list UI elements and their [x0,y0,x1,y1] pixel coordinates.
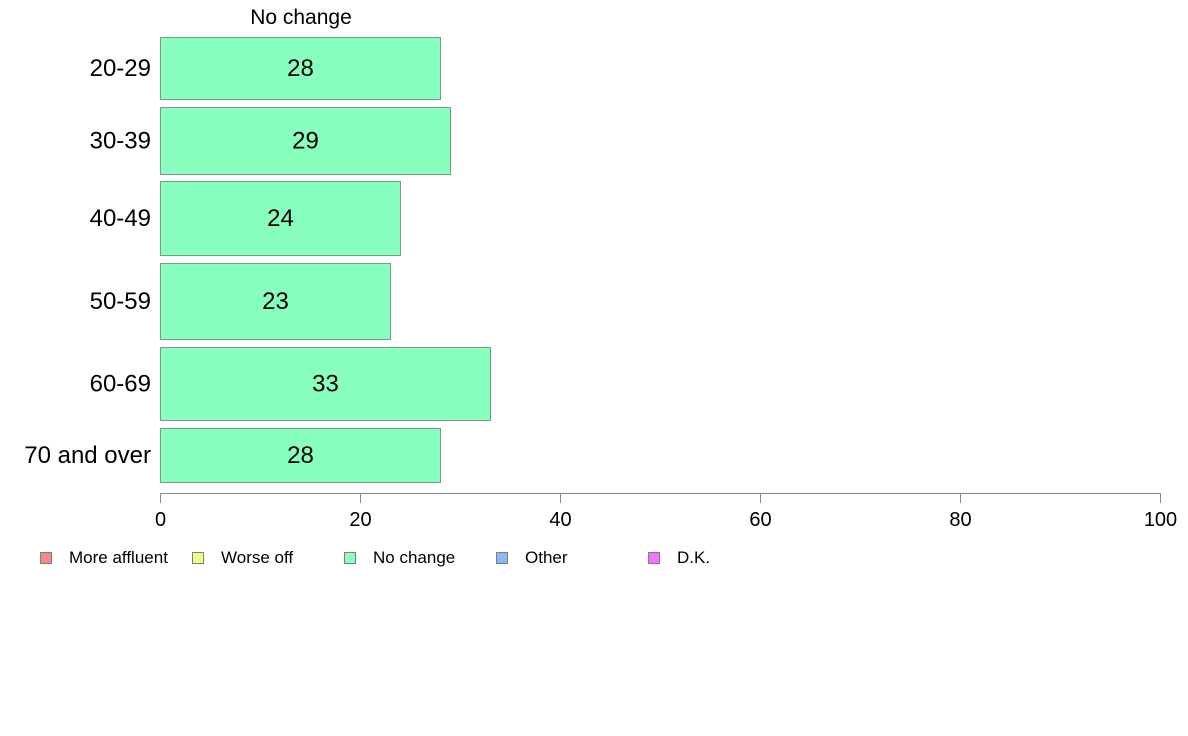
x-tick-label: 60 [749,509,771,531]
bar [160,181,401,256]
legend-label: D.K. [677,548,711,567]
category-label: 40-49 [90,205,151,232]
legend-swatch [344,552,356,564]
legend-item-dk: D.K. [648,547,710,569]
legend-label: Worse off [221,548,294,567]
legend-label: No change [373,548,456,567]
legend-swatch [40,552,52,564]
x-tick-label: 0 [155,509,166,531]
bar-value-label: 28 [287,55,314,82]
bar-chart: No change 28 20-29 29 30-39 24 40-49 23 50-59 33… [24,6,1177,531]
legend-label: Other [525,548,568,567]
legend-item-no-change: No change [344,547,455,569]
bar [160,347,491,421]
category-label: 30-39 [90,128,151,155]
bar [160,37,441,100]
legend: More affluent Worse off No change Other … [40,547,800,569]
bar [160,428,441,483]
bar-value-label: 29 [292,128,319,155]
x-tick-label: 40 [549,509,571,531]
bar [160,107,451,175]
category-label: 60-69 [90,371,151,398]
legend-swatch [496,552,508,564]
legend-item-more-affluent: More affluent [40,547,168,569]
bar-value-label: 23 [262,288,289,315]
x-tick-label: 20 [349,509,371,531]
bar-value-label: 24 [267,205,294,232]
legend-swatch [192,552,204,564]
legend-label: More affluent [69,548,168,567]
legend-item-other: Other [496,547,568,569]
x-tick-label: 80 [949,509,971,531]
bar-value-label: 28 [287,442,314,469]
bars-group: 28 20-29 29 30-39 24 40-49 23 50-59 33 60-69 28 70 … [24,37,491,483]
bar-value-label: 33 [312,371,339,398]
category-label: 70 and over [24,442,151,469]
bar [160,263,391,340]
category-label: 20-29 [90,55,151,82]
x-tick-label: 100 [1144,509,1177,531]
legend-swatch [648,552,660,564]
legend-item-worse-off: Worse off [192,547,293,569]
panel-title: No change [250,6,352,29]
x-axis: 0 20 40 60 80 100 [155,493,1177,531]
category-label: 50-59 [90,288,151,315]
